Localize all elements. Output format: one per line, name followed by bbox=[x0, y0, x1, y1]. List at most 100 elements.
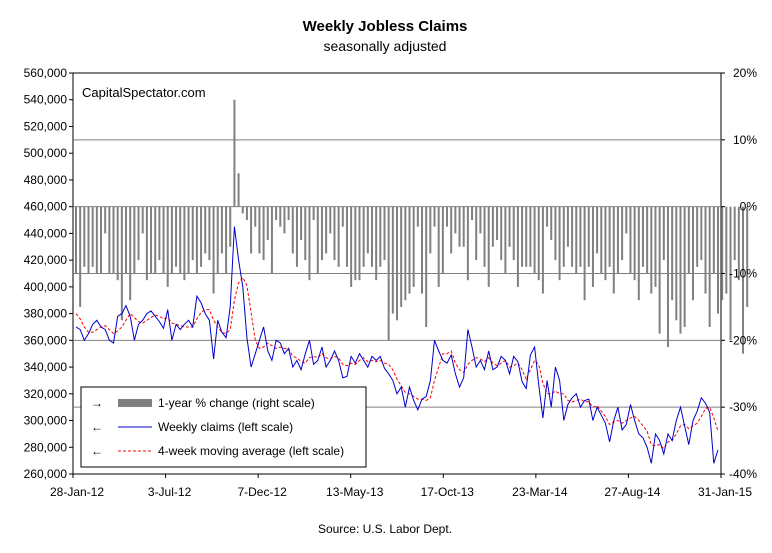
pct-bar-54 bbox=[300, 206, 303, 241]
pct-bar-2 bbox=[83, 206, 86, 267]
pct-bar-137 bbox=[646, 206, 649, 274]
pct-bar-10 bbox=[116, 206, 119, 281]
pct-bar-161 bbox=[746, 206, 749, 307]
left-tick-label-9: 440,000 bbox=[24, 226, 68, 240]
legend-arrow-0: → bbox=[91, 396, 103, 410]
pct-bar-86 bbox=[433, 206, 436, 227]
legend: → 1-year % change (right scale) ← Weekly cl… bbox=[80, 386, 367, 468]
left-tick-label-0: 260,000 bbox=[24, 467, 68, 481]
pct-bar-4 bbox=[91, 206, 94, 267]
pct-bar-68 bbox=[358, 206, 361, 281]
pct-bar-112 bbox=[541, 206, 544, 294]
pct-bar-31 bbox=[204, 206, 207, 254]
pct-bar-45 bbox=[262, 206, 265, 261]
pct-bar-120 bbox=[575, 206, 578, 274]
pct-bar-17 bbox=[145, 206, 148, 281]
pct-bar-66 bbox=[350, 206, 353, 287]
left-tick-label-1: 280,000 bbox=[24, 440, 68, 454]
left-tick-label-6: 380,000 bbox=[24, 307, 68, 321]
pct-bar-106 bbox=[516, 206, 519, 287]
left-tick-label-10: 460,000 bbox=[24, 200, 68, 214]
pct-bar-145 bbox=[679, 206, 682, 334]
right-axis: 20% 10% 0% -10% -20% -30% -40% bbox=[721, 66, 757, 481]
pct-bar-93 bbox=[462, 206, 465, 247]
pct-bar-32 bbox=[208, 206, 211, 261]
pct-bar-11 bbox=[120, 206, 123, 321]
pct-bar-70 bbox=[366, 206, 369, 254]
pct-bar-19 bbox=[154, 206, 157, 274]
pct-bar-30 bbox=[200, 206, 203, 267]
pct-bar-75 bbox=[387, 206, 390, 341]
pct-bar-0 bbox=[75, 206, 77, 274]
pct-bar-107 bbox=[521, 206, 524, 267]
pct-bar-36 bbox=[225, 206, 228, 274]
pct-bar-39 bbox=[237, 173, 240, 207]
right-tick-label-1: 10% bbox=[733, 133, 757, 147]
weekly-claims-line bbox=[75, 226, 719, 464]
pct-bar-59 bbox=[320, 206, 323, 261]
pct-bar-105 bbox=[512, 206, 515, 261]
pct-bar-140 bbox=[658, 206, 661, 334]
legend-label-0: 1-year % change (right scale) bbox=[158, 396, 315, 410]
right-tick-label-2: 0% bbox=[740, 200, 758, 214]
pct-bar-8 bbox=[108, 206, 111, 274]
legend-label-2: 4-week moving average (left scale) bbox=[158, 444, 344, 458]
pct-bar-101 bbox=[496, 206, 499, 241]
x-tick-label-3: 13-May-13 bbox=[326, 485, 384, 499]
left-tick-label-11: 480,000 bbox=[24, 173, 68, 187]
pct-bar-47 bbox=[270, 206, 273, 274]
pct-bar-43 bbox=[254, 206, 257, 227]
x-tick-label-0: 28-Jan-12 bbox=[50, 485, 104, 499]
pct-bar-99 bbox=[487, 206, 490, 287]
left-tick-label-5: 360,000 bbox=[24, 333, 68, 347]
pct-bar-117 bbox=[562, 206, 565, 267]
pct-bar-40 bbox=[241, 206, 244, 214]
pct-bar-108 bbox=[525, 206, 528, 267]
pct-bar-155 bbox=[721, 206, 724, 301]
pct-bar-156 bbox=[725, 206, 728, 294]
pct-bar-82 bbox=[416, 206, 419, 227]
pct-bar-104 bbox=[508, 206, 511, 247]
pct-bar-80 bbox=[408, 206, 411, 294]
pct-change-bars bbox=[75, 99, 749, 354]
left-tick-label-8: 420,000 bbox=[24, 253, 68, 267]
pct-bar-152 bbox=[708, 206, 711, 327]
left-tick-label-4: 340,000 bbox=[24, 360, 68, 374]
pct-bar-115 bbox=[554, 206, 557, 261]
pct-bar-84 bbox=[425, 206, 428, 327]
x-tick-label-4: 17-Oct-13 bbox=[421, 485, 475, 499]
pct-bar-48 bbox=[275, 206, 278, 221]
pct-bar-116 bbox=[558, 206, 561, 281]
pct-bar-49 bbox=[279, 206, 282, 227]
pct-bar-13 bbox=[129, 206, 132, 301]
pct-bar-1 bbox=[79, 206, 82, 307]
pct-bar-121 bbox=[579, 206, 582, 267]
pct-bar-12 bbox=[125, 206, 128, 274]
left-tick-label-14: 540,000 bbox=[24, 93, 68, 107]
pct-bar-129 bbox=[612, 206, 615, 294]
pct-bar-50 bbox=[283, 206, 286, 234]
pct-bar-142 bbox=[666, 206, 669, 348]
pct-bar-15 bbox=[137, 206, 140, 261]
pct-bar-33 bbox=[212, 206, 215, 294]
pct-bar-56 bbox=[308, 206, 311, 281]
pct-bar-24 bbox=[175, 206, 178, 267]
pct-bar-51 bbox=[287, 206, 290, 221]
pct-bar-159 bbox=[737, 206, 740, 281]
chart-title: Weekly Jobless Claims bbox=[303, 18, 468, 35]
pct-bar-3 bbox=[87, 206, 90, 274]
pct-bar-125 bbox=[596, 206, 599, 254]
pct-bar-46 bbox=[266, 206, 269, 241]
pct-bar-91 bbox=[454, 206, 457, 234]
pct-bar-7 bbox=[104, 206, 107, 234]
pct-bar-26 bbox=[183, 206, 186, 281]
pct-bar-124 bbox=[591, 206, 594, 287]
pct-bar-134 bbox=[633, 206, 636, 281]
pct-bar-76 bbox=[391, 206, 394, 314]
pct-bar-139 bbox=[654, 206, 657, 287]
pct-bar-89 bbox=[446, 206, 449, 227]
x-tick-label-6: 27-Aug-14 bbox=[604, 485, 660, 499]
pct-bar-38 bbox=[233, 99, 236, 207]
pct-bar-28 bbox=[191, 206, 194, 261]
pct-bar-90 bbox=[450, 206, 453, 254]
